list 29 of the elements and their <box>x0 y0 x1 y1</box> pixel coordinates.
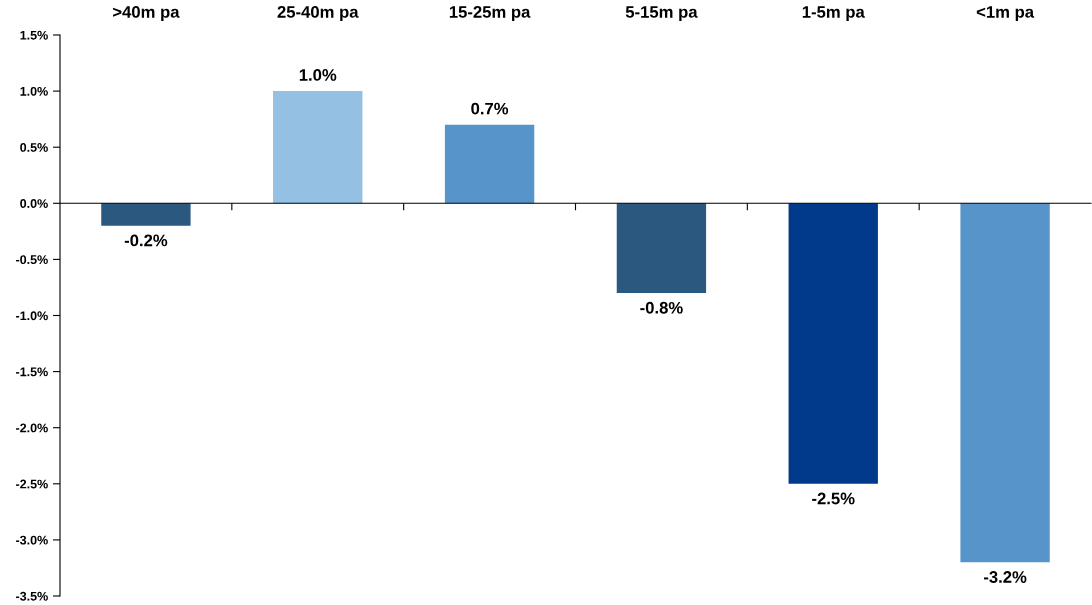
data-label: -0.2% <box>124 234 168 247</box>
data-label: -2.5% <box>812 492 855 505</box>
y-tick-label: -3.5% <box>16 591 48 601</box>
bar <box>960 203 1050 563</box>
data-label: -0.8% <box>640 301 683 314</box>
x-tick-label: <1m pa <box>976 6 1035 22</box>
x-tick-label: 1-5m pa <box>802 6 865 22</box>
data-label: 1.0% <box>299 69 337 81</box>
x-tick-label: 15-25m pa <box>449 6 531 22</box>
y-tick-label: 1.5% <box>20 30 48 40</box>
y-tick-label: -1.5% <box>16 367 48 377</box>
bar <box>273 91 363 204</box>
y-tick-label: 0.0% <box>20 199 48 208</box>
x-tick-label: 25-40m pa <box>277 6 359 22</box>
bar <box>788 203 878 484</box>
data-label: -3.2% <box>983 571 1027 583</box>
y-tick-label: -0.5% <box>16 255 48 265</box>
bar <box>444 124 535 204</box>
y-tick-label: -1.0% <box>16 311 48 321</box>
y-tick-label: 0.5% <box>20 143 48 152</box>
bar <box>616 203 707 294</box>
x-tick-label: 5-15m pa <box>625 6 698 22</box>
x-tick-label: >40m pa <box>113 6 180 22</box>
y-tick-label: 1.0% <box>20 86 48 96</box>
y-tick-label: -3.0% <box>16 535 48 545</box>
bar <box>101 203 191 226</box>
data-label: 0.7% <box>471 102 509 115</box>
y-tick-label: -2.0% <box>16 423 48 433</box>
y-tick-label: -2.5% <box>16 479 48 489</box>
